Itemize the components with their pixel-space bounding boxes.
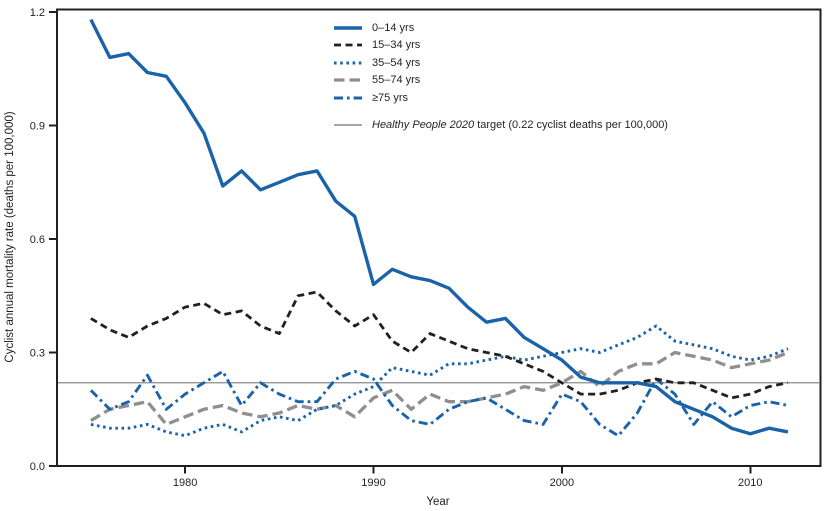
legend-line-sample-ge75-yrs [334, 96, 362, 100]
legend-item-15-34-yrs: 15–34 yrs [333, 37, 668, 55]
legend-item-55-74-yrs: 55–74 yrs [333, 72, 668, 90]
legend-label-target: Healthy People 2020 target (0.22 cyclist… [372, 119, 668, 131]
target-label-italic: Healthy People 2020 [372, 119, 475, 132]
legend-line-sample-35-54-yrs [334, 61, 362, 65]
legend-label-0-14-yrs: 0–14 yrs [372, 21, 415, 34]
series-line-15-34-yrs [90, 290, 789, 400]
x-axis-title: Year [426, 496, 449, 508]
x-tick-label: 1980 [173, 477, 197, 489]
legend: 0–14 yrs 15–34 yrs 35–54 yrs 55–74 yrs ≥75 y… [333, 19, 668, 134]
legend-label-ge75-yrs: ≥75 yrs [372, 91, 408, 104]
series-line-35-54-yrs [90, 324, 789, 438]
legend-line-sample-55-74-yrs [334, 78, 362, 82]
legend-item-ge75-yrs: ≥75 yrs [333, 89, 668, 107]
legend-line-sample-15-34-yrs [334, 43, 362, 47]
legend-line-sample-0-14-yrs [334, 26, 362, 30]
legend-series-items: 0–14 yrs 15–34 yrs 35–54 yrs 55–74 yrs ≥75 y… [333, 19, 668, 107]
legend-label-15-34-yrs: 15–34 yrs [372, 39, 421, 52]
y-tick-label: 0.0 [30, 461, 45, 473]
target-label-rest: target (0.22 cyclist deaths per 100,000) [474, 119, 668, 132]
y-tick-label: 0.9 [30, 120, 45, 132]
series-line-55-74-yrs [90, 350, 789, 427]
y-axis-title: Cyclist annual mortality rate (deaths pe… [4, 111, 16, 362]
plot-area: 0.0 0.3 0.6 0.9 1.2 1980 1990 2000 2010 [30, 7, 822, 489]
target-line-sample [334, 124, 362, 127]
legend-item-target: Healthy People 2020 target (0.22 cyclist… [333, 117, 668, 135]
legend-item-0-14-yrs: 0–14 yrs [333, 19, 668, 37]
x-tick-label: 2000 [550, 477, 574, 489]
legend-label-55-74-yrs: 55–74 yrs [372, 74, 421, 87]
y-tick-label: 0.3 [30, 347, 45, 359]
series-line-ge75-yrs [89, 369, 789, 438]
x-tick-label: 1990 [361, 477, 385, 489]
x-tick-label: 2010 [738, 477, 762, 489]
legend-item-35-54-yrs: 35–54 yrs [333, 54, 668, 72]
series-line-0-14-yrs [89, 18, 789, 436]
y-tick-label: 0.6 [30, 234, 45, 246]
y-tick-label: 1.2 [30, 7, 45, 19]
legend-label-35-54-yrs: 35–54 yrs [372, 56, 421, 69]
